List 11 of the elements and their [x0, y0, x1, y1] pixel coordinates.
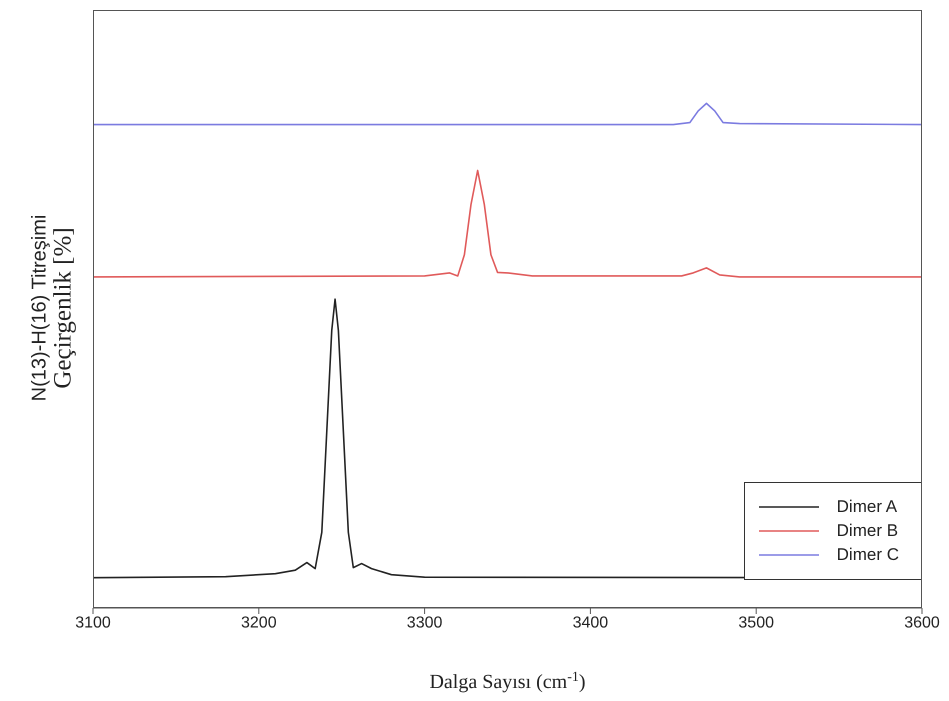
x-tick-label: 3500 [738, 614, 774, 632]
legend-label: Dimer C [836, 545, 899, 565]
x-tick-label: 3600 [904, 614, 940, 632]
legend-label: Dimer A [836, 497, 898, 517]
x-tick-label: 3300 [406, 614, 442, 632]
x-tick-label: 3400 [572, 614, 608, 632]
y-axis-title: N(13)-H(16) Titreşimi Geçirgenlik [%] [28, 214, 77, 402]
legend-label: Dimer B [836, 521, 898, 541]
x-tick-label: 3200 [241, 614, 277, 632]
x-axis-title: Dalga Sayısı (cm$^{-1}$) [429, 670, 586, 693]
x-tick-label: 3100 [75, 614, 111, 632]
